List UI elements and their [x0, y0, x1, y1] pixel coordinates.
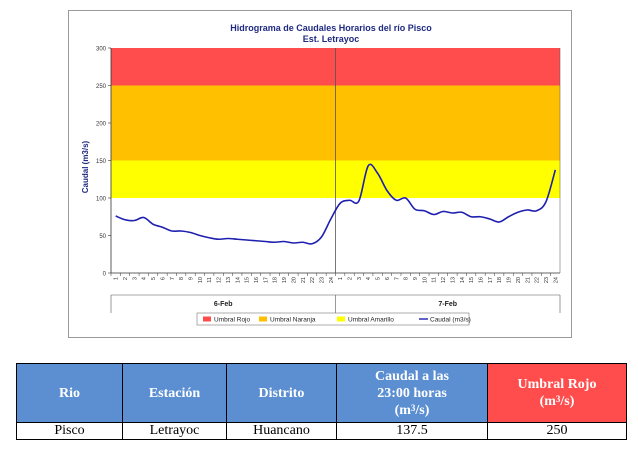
- chart-legend: Umbral Rojo Umbral Naranja Umbral Amarillo…: [196, 312, 471, 326]
- legend-box: [196, 312, 470, 326]
- x-tick-label: 8: [404, 277, 410, 280]
- header-umbral-line1: Umbral Rojo: [517, 377, 597, 392]
- x-tick-label: 19: [282, 277, 288, 283]
- cell-umbral: 250: [487, 422, 627, 440]
- chart-title: Hidrograma de Caudales Horarios del río …: [230, 23, 432, 33]
- x-tick-label: 22: [310, 277, 316, 283]
- x-tick-label: 13: [450, 277, 456, 283]
- x-tick-label: 12: [441, 277, 447, 283]
- y-tick-label: 200: [96, 122, 107, 128]
- cell-estacion: Letrayoc: [122, 422, 227, 440]
- legend-swatch: [259, 316, 267, 322]
- x-tick-label: 16: [254, 277, 260, 283]
- legend-swatch: [203, 316, 211, 322]
- x-tick-label: 14: [460, 277, 466, 283]
- x-tick-label: 1: [114, 277, 120, 280]
- y-tick-label: 50: [99, 234, 106, 240]
- x-tick-label: 7: [170, 277, 176, 280]
- hydrograph-chart: 0 50 100 150 200 250 300 1 2 3 4 5 6 7 8 9 10 11 12 13 14 15 1…: [68, 10, 572, 338]
- x-tick-label: 8: [179, 277, 185, 280]
- x-tick-label: 11: [207, 277, 213, 283]
- day-label: 7-Feb: [438, 301, 457, 308]
- x-tick-label: 16: [478, 277, 484, 283]
- x-tick-label: 9: [413, 277, 419, 280]
- x-tick-label: 21: [525, 277, 531, 283]
- x-tick-label: 17: [263, 277, 269, 283]
- caudal-series: [115, 163, 557, 245]
- x-tick-label: 15: [469, 277, 475, 283]
- x-tick-label: 2: [123, 277, 129, 280]
- header-caudal-unit-open: (m: [394, 402, 411, 418]
- x-tick-label: 20: [516, 277, 522, 283]
- x-tick-label: 10: [422, 277, 428, 283]
- caudal-line: [115, 163, 557, 245]
- table-header-row: Rio Estación Distrito Caudal a las 23:00…: [16, 363, 627, 423]
- x-tick-label: 12: [217, 277, 223, 283]
- y-tick-label: 100: [96, 197, 107, 203]
- chart-subtitle: Est. Letrayoc: [303, 34, 360, 44]
- header-caudal-unit-sup: 3: [410, 402, 416, 413]
- header-caudal-line2: 23:00 horas: [377, 385, 447, 401]
- x-tick-label: 11: [432, 277, 438, 283]
- cell-caudal: 137.5: [336, 422, 488, 440]
- x-tick-label: 23: [544, 277, 550, 283]
- cell-distrito: Huancano: [226, 422, 337, 440]
- x-tick-label: 1: [338, 277, 344, 280]
- x-tick-label: 7: [394, 277, 400, 280]
- header-umbral-unit-open: (m: [539, 394, 556, 409]
- x-tick-label: 5: [151, 277, 157, 280]
- x-tick-label: 22: [535, 277, 541, 283]
- y-tick-label: 250: [96, 84, 107, 90]
- x-tick-label: 21: [301, 277, 307, 283]
- x-tick-label: 18: [497, 277, 503, 283]
- header-rio: Rio: [16, 363, 123, 423]
- x-tick-label: 6: [160, 277, 166, 280]
- y-tick-label: 0: [103, 272, 107, 278]
- header-caudal-unit-close: /s): [415, 402, 430, 418]
- x-tick-label: 13: [226, 277, 232, 283]
- legend-swatch: [337, 316, 345, 322]
- day-label: 6-Feb: [214, 301, 233, 308]
- header-umbral-unit-close: /s): [560, 394, 575, 409]
- x-tick-label: 3: [357, 277, 363, 280]
- table-row: Pisco Letrayoc Huancano 137.5 250: [16, 422, 627, 440]
- legend-label: Umbral Rojo: [214, 317, 251, 324]
- x-tick-label: 23: [319, 277, 325, 283]
- legend-label: Umbral Amarillo: [348, 317, 394, 324]
- header-umbral-unit-sup: 3: [555, 394, 561, 404]
- x-tick-label: 10: [198, 277, 204, 283]
- x-tick-label: 5: [376, 277, 382, 280]
- x-tick-label: 14: [235, 277, 241, 283]
- cell-rio: Pisco: [16, 422, 123, 440]
- x-tick-label: 24: [329, 277, 335, 283]
- x-tick-label: 18: [273, 277, 279, 283]
- y-tick-label: 300: [96, 47, 107, 53]
- summary-table: Rio Estación Distrito Caudal a las 23:00…: [16, 363, 627, 440]
- x-tick-label: 9: [189, 277, 195, 280]
- x-tick-label: 2: [348, 277, 354, 280]
- x-tick-label: 4: [366, 277, 372, 280]
- x-tick-label: 20: [291, 277, 297, 283]
- header-estacion: Estación: [122, 363, 227, 423]
- x-tick-label: 3: [132, 277, 138, 280]
- x-tick-label: 19: [507, 277, 513, 283]
- x-tick-label: 6: [385, 277, 391, 280]
- legend-label: Caudal (m3/s): [430, 317, 471, 324]
- x-tick-label: 15: [245, 277, 251, 283]
- header-distrito: Distrito: [226, 363, 337, 423]
- x-tick-label: 24: [553, 277, 559, 283]
- x-tick-label: 4: [142, 277, 148, 280]
- x-tick-label: 17: [488, 277, 494, 283]
- legend-label: Umbral Naranja: [270, 317, 316, 324]
- header-caudal: Caudal a las 23:00 horas (m3/s): [336, 363, 488, 423]
- y-tick-label: 150: [96, 159, 107, 165]
- header-umbral-rojo: Umbral Rojo (m3/s): [487, 363, 627, 423]
- header-caudal-line1: Caudal a las: [375, 368, 449, 384]
- y-axis-label: Caudal (m3/s): [81, 140, 90, 193]
